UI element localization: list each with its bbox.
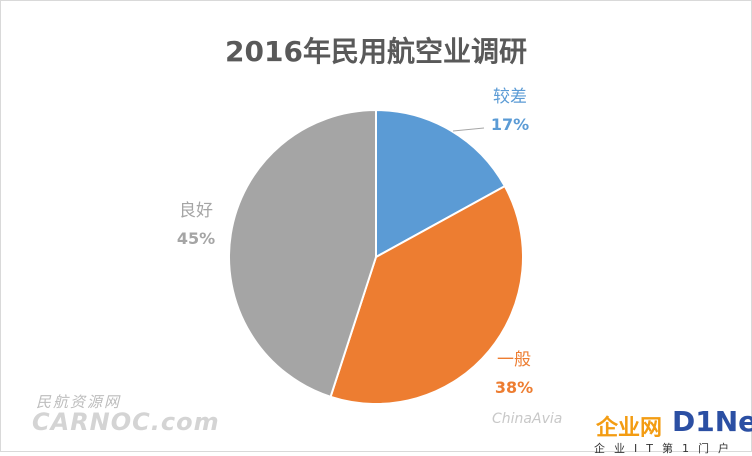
pie-slice-2 (329, 184, 524, 405)
pie-slice-1 (375, 108, 507, 259)
slice-label-2: 一般 (497, 350, 531, 370)
slice-label-3: 良好 (179, 201, 213, 221)
watermark-carnoc-en: CARNOC.com (32, 408, 220, 436)
leader-line (452, 127, 485, 132)
pie-slice-3 (228, 108, 377, 399)
watermark-dnet-sub: 企业IT第1门户 (594, 442, 738, 455)
chart-title: 2016年民用航空业调研 (225, 35, 527, 68)
watermark-chinaavia: ChinaAvia (492, 411, 563, 427)
watermark-qiye: 企业网 (596, 416, 663, 441)
slice-value-label-2: 38% (495, 378, 533, 397)
watermark-dnet: D1Net (672, 405, 752, 438)
slice-value-label-3: 45% (177, 229, 215, 248)
watermark-carnoc-cn: 民航资源网 (36, 393, 122, 411)
slice-label-1: 较差 (493, 87, 527, 107)
slice-value-label-1: 17% (491, 115, 529, 134)
